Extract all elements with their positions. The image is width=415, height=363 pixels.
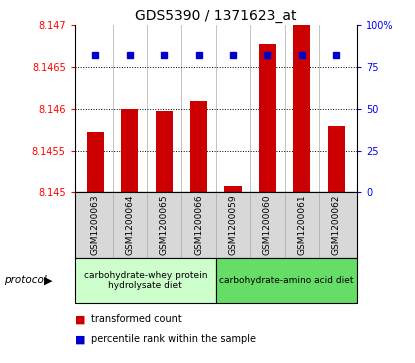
Text: ■: ■ <box>75 334 85 344</box>
Text: GSM1200060: GSM1200060 <box>263 195 272 256</box>
Bar <box>259 44 276 192</box>
Bar <box>225 186 242 192</box>
Text: ▶: ▶ <box>44 276 52 285</box>
Text: carbohydrate-amino acid diet: carbohydrate-amino acid diet <box>219 276 354 285</box>
Text: GSM1200065: GSM1200065 <box>160 195 168 256</box>
Bar <box>293 25 310 192</box>
Title: GDS5390 / 1371623_at: GDS5390 / 1371623_at <box>135 9 297 23</box>
Bar <box>190 101 207 192</box>
Bar <box>156 111 173 192</box>
Text: GSM1200061: GSM1200061 <box>297 195 306 256</box>
Text: GSM1200066: GSM1200066 <box>194 195 203 256</box>
Bar <box>121 109 138 192</box>
Text: protocol: protocol <box>4 276 47 285</box>
Bar <box>328 126 345 192</box>
Text: GSM1200064: GSM1200064 <box>125 195 134 255</box>
Text: percentile rank within the sample: percentile rank within the sample <box>91 334 256 344</box>
Text: GSM1200063: GSM1200063 <box>91 195 100 256</box>
Text: carbohydrate-whey protein
hydrolysate diet: carbohydrate-whey protein hydrolysate di… <box>83 271 207 290</box>
Bar <box>87 132 104 192</box>
Text: ■: ■ <box>75 314 85 325</box>
Text: GSM1200059: GSM1200059 <box>229 195 237 256</box>
Text: transformed count: transformed count <box>91 314 182 325</box>
Text: GSM1200062: GSM1200062 <box>332 195 341 255</box>
